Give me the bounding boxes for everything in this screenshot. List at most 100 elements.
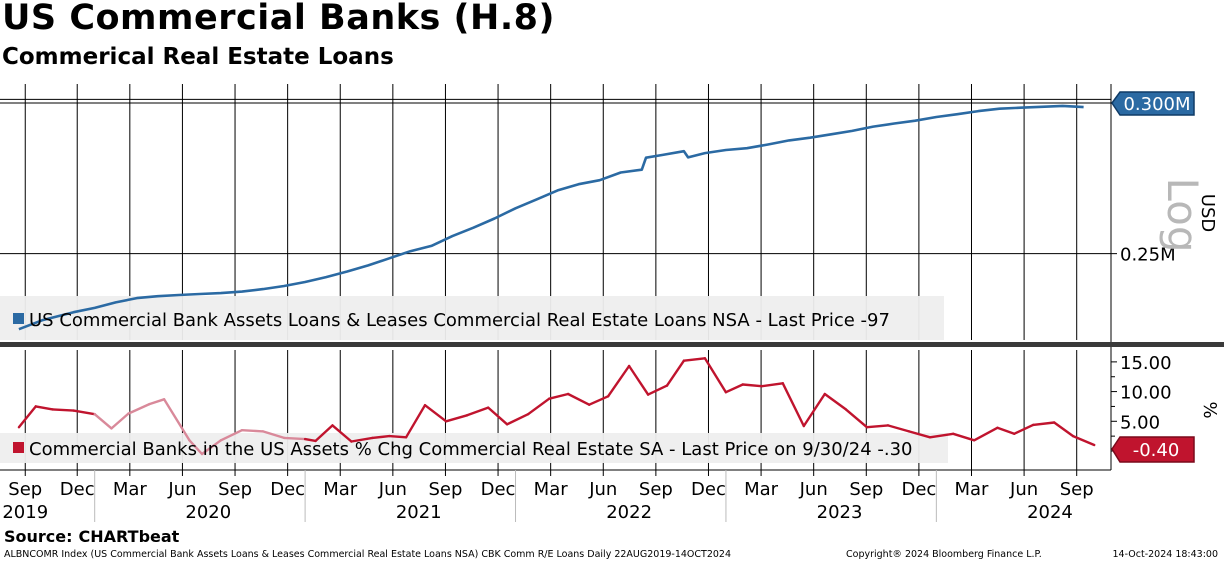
- bottom-y-axis: 5.00 10.00 15.00: [1111, 353, 1172, 452]
- pct-change-segment: [404, 404, 427, 439]
- pct-change-segment: [886, 424, 911, 433]
- bottom-last-price-label: -0.40: [1133, 440, 1180, 461]
- pct-change-segment: [627, 364, 650, 396]
- pct-change-segment: [505, 413, 530, 426]
- pct-change-segment: [314, 424, 334, 443]
- x-month-label: Jun: [167, 479, 196, 500]
- bottom-last-price-flag: -0.40: [1111, 436, 1195, 463]
- bottom-legend-swatch: [13, 442, 24, 453]
- pct-change-segment: [588, 395, 610, 406]
- chart-title: US Commercial Banks (H.8): [2, 0, 555, 38]
- x-month-label: Mar: [955, 479, 990, 500]
- pct-change-segment: [261, 430, 286, 440]
- chart-area: US Commercial Bank Assets Loans & Leases…: [0, 84, 1224, 523]
- pct-change-segment: [240, 429, 265, 433]
- bottom-last-price-flag-shape: [1111, 436, 1195, 463]
- pct-change-segment: [148, 398, 166, 406]
- pct-change-segment: [423, 404, 448, 423]
- pct-change-segment: [303, 437, 317, 443]
- bottom-legend-text: Commercial Banks in the US Assets % Chg …: [29, 439, 913, 460]
- pct-change-segment: [127, 402, 151, 415]
- x-month-label: Mar: [534, 479, 569, 500]
- top-legend-text: US Commercial Bank Assets Loans & Leases…: [29, 310, 890, 331]
- pct-change-segment: [93, 413, 113, 430]
- source-value: CHARTbeat: [78, 527, 180, 546]
- x-month-label: Mar: [323, 479, 358, 500]
- x-year-label: 2023: [817, 502, 863, 523]
- x-month-label: Dec: [270, 479, 305, 500]
- x-month-label: Jun: [588, 479, 617, 500]
- pct-change-segment: [371, 434, 391, 440]
- pct-change-segment: [200, 439, 223, 456]
- source-label: Source:: [4, 527, 73, 546]
- pct-change-segment: [823, 392, 848, 411]
- pct-change-segment: [465, 406, 490, 417]
- x-year-label: 2019: [2, 502, 48, 523]
- pct-change-segment: [487, 406, 509, 426]
- pct-change-segment: [17, 405, 37, 429]
- x-month-label: Sep: [218, 479, 252, 500]
- pct-change-segment: [1071, 434, 1096, 447]
- x-month-label: Sep: [428, 479, 462, 500]
- top-legend-swatch: [13, 313, 24, 324]
- bottom-y-tick-label: 5.00: [1120, 412, 1160, 433]
- pct-change-segment: [996, 426, 1016, 435]
- x-year-label: 2021: [396, 502, 442, 523]
- pct-change-segment: [350, 436, 374, 443]
- pct-change-segment: [526, 397, 551, 416]
- pct-change-segment: [682, 357, 707, 362]
- x-month-label: Mar: [744, 479, 779, 500]
- pct-change-segment: [665, 359, 686, 387]
- pct-change-segment: [844, 408, 869, 429]
- log-scale-watermark: Log: [1158, 177, 1207, 252]
- panel-separator: [0, 342, 1224, 347]
- series-commercial-real-estate-loans-line: [18, 104, 1084, 331]
- pct-change-segment: [802, 392, 826, 428]
- pct-change-segment: [282, 436, 307, 441]
- bottom-legend-box: [0, 433, 948, 463]
- x-month-label: Sep: [8, 479, 42, 500]
- pct-change-segment: [781, 382, 805, 428]
- x-month-label: Sep: [1060, 479, 1094, 500]
- x-month-label: Sep: [849, 479, 883, 500]
- source-line: Source: CHARTbeat: [4, 527, 179, 546]
- pct-change-segment: [110, 412, 130, 430]
- pct-change-segment: [1013, 423, 1035, 435]
- pct-change-segment: [444, 414, 469, 423]
- chart-subtitle: Commerical Real Estate Loans: [2, 44, 394, 70]
- top-y-axis: 0.25M: [1111, 245, 1176, 266]
- top-y-tick-label: 0.25M: [1120, 245, 1176, 266]
- x-year-label: 2024: [1027, 502, 1073, 523]
- pct-change-segment: [548, 392, 570, 400]
- pct-change-segment: [703, 357, 728, 394]
- pct-change-segment: [724, 383, 744, 394]
- pct-change-segment: [34, 405, 54, 411]
- footer-copyright: Copyright® 2024 Bloomberg Finance L.P.: [846, 549, 1042, 560]
- x-year-label: 2020: [185, 502, 231, 523]
- x-month-label: Mar: [113, 479, 148, 500]
- pct-change-segment: [388, 434, 408, 439]
- pct-change-segment: [907, 430, 932, 439]
- x-month-label: Jun: [378, 479, 407, 500]
- footer-timestamp: 14-Oct-2024 18:43:00: [1112, 549, 1219, 560]
- pct-change-segment: [928, 432, 955, 439]
- pct-change-segment: [646, 384, 669, 396]
- pct-change-segment: [162, 398, 191, 442]
- bottom-y-tick-label: 10.00: [1120, 383, 1172, 404]
- pct-change-segment: [566, 392, 591, 406]
- top-legend-box: [0, 296, 944, 340]
- x-month-label: Dec: [481, 479, 516, 500]
- pct-change-segment: [1052, 421, 1075, 438]
- pct-change-segment: [51, 408, 75, 412]
- x-month-label: Dec: [901, 479, 936, 500]
- pct-change-segment: [952, 432, 976, 442]
- pct-change-segment: [188, 439, 204, 456]
- x-month-label: Sep: [639, 479, 673, 500]
- top-last-price-flag: 0.300M: [1111, 91, 1195, 116]
- pct-change-segment: [219, 429, 244, 442]
- pct-change-segment: [1031, 421, 1056, 427]
- top-last-price-flag-shape: [1111, 91, 1195, 116]
- x-year-label: 2022: [606, 502, 652, 523]
- pct-change-segment: [331, 424, 353, 443]
- pct-change-segment: [606, 364, 631, 398]
